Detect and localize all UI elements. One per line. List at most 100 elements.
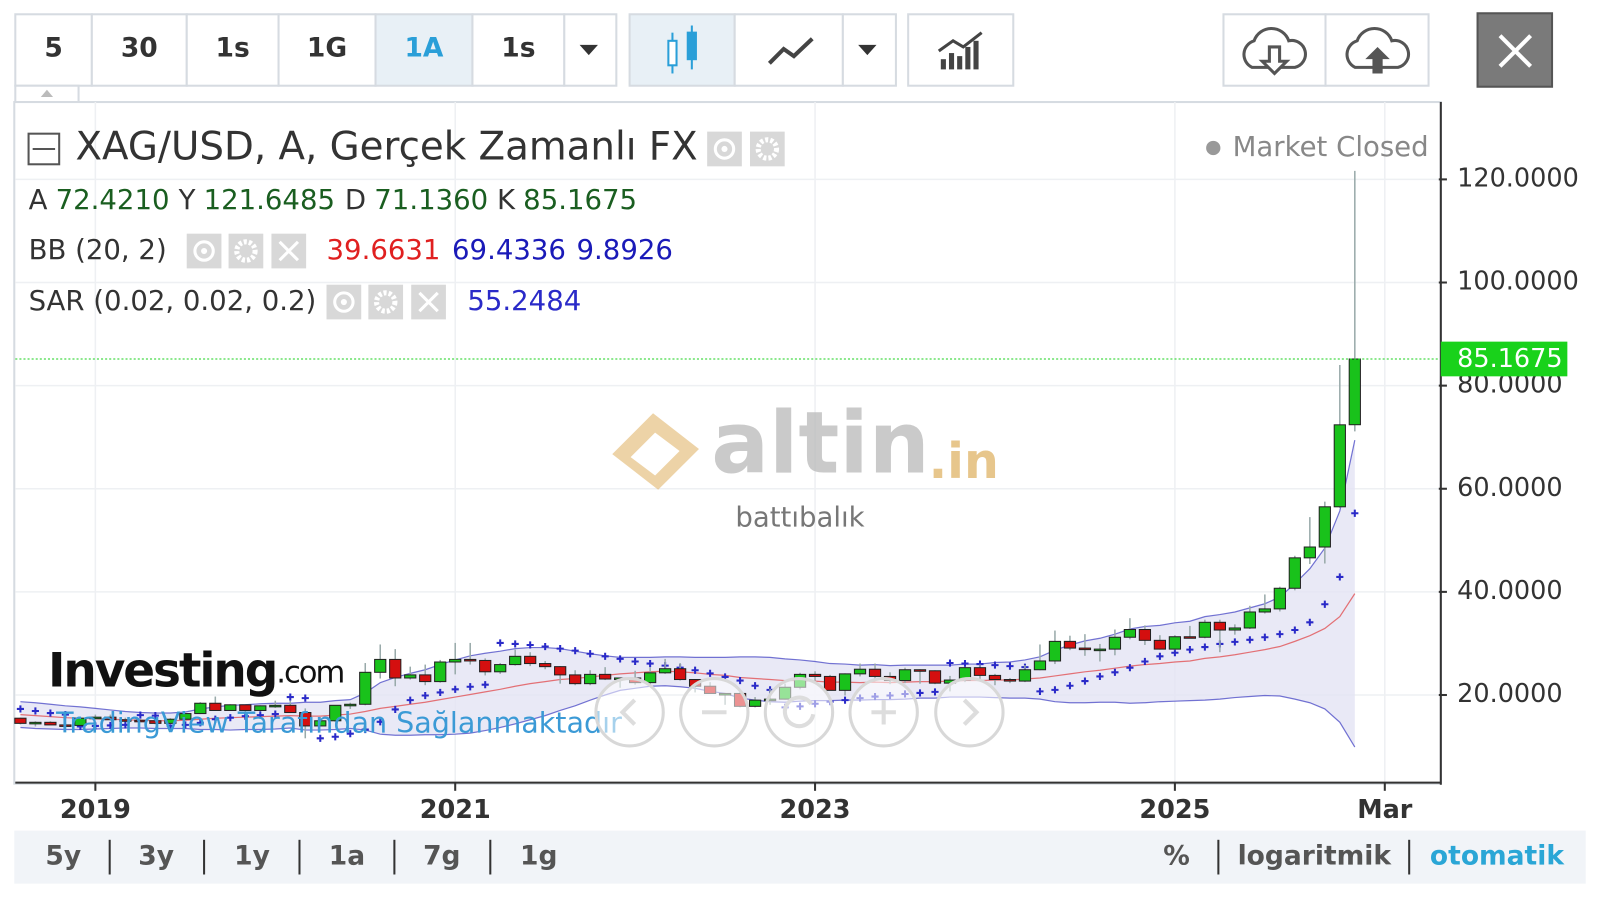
eye-pupil xyxy=(201,247,208,255)
eye-icon xyxy=(193,240,215,262)
indicator-icon xyxy=(937,31,983,70)
toolbar: 5 30 1s 1G 1A 1s xyxy=(14,13,618,87)
scale-option[interactable]: logaritmik xyxy=(1238,841,1393,872)
gear-button[interactable] xyxy=(228,233,264,269)
candle-body xyxy=(359,671,372,705)
range-button[interactable]: 7g xyxy=(423,841,460,872)
sar-point xyxy=(526,641,534,649)
sar-point xyxy=(601,652,609,660)
candle-body xyxy=(299,712,312,727)
sar-point xyxy=(1036,687,1044,695)
investing-logo: Investing.com xyxy=(48,643,344,698)
sar-point xyxy=(1306,618,1314,626)
nav-icons xyxy=(619,695,980,729)
nav-right[interactable] xyxy=(934,677,1005,748)
interval-label: 1s xyxy=(216,32,250,63)
sar-point xyxy=(301,694,309,702)
nav-left[interactable] xyxy=(594,677,665,748)
sar-point xyxy=(241,712,249,720)
candle-body xyxy=(554,666,567,676)
sar-point xyxy=(481,681,489,689)
ohlc-letter: Y xyxy=(178,184,196,216)
candle-body xyxy=(524,655,537,665)
candle-body xyxy=(823,675,837,691)
candle-body xyxy=(898,669,912,682)
interval-button[interactable] xyxy=(14,13,93,87)
range-button[interactable]: 3y xyxy=(138,841,174,872)
candle-body xyxy=(239,704,252,711)
nav-buttons xyxy=(594,677,1005,748)
candle-body xyxy=(284,704,297,714)
sar-point xyxy=(181,721,189,729)
collapse-legend[interactable] xyxy=(27,132,61,166)
remove-icon xyxy=(278,240,300,262)
footer-bar xyxy=(14,830,1586,884)
sar-point xyxy=(991,661,999,669)
candle-body xyxy=(973,667,987,676)
upload-arrow xyxy=(1365,46,1390,74)
candle-body xyxy=(1078,647,1092,651)
candle-body xyxy=(853,668,867,675)
gear-icon xyxy=(373,290,398,314)
interval-button[interactable] xyxy=(277,13,377,87)
sar-point xyxy=(151,712,159,720)
candle-body xyxy=(44,721,57,726)
remove-icon xyxy=(418,291,439,313)
scale-option[interactable]: otomatik xyxy=(1430,841,1565,872)
scale-option[interactable]: % xyxy=(1163,841,1190,872)
interval-button[interactable] xyxy=(185,13,280,87)
candle-body xyxy=(449,658,462,663)
sar-point xyxy=(1291,626,1299,634)
candle-body xyxy=(1003,679,1017,682)
sar-point xyxy=(1261,633,1269,641)
indicator-button[interactable] xyxy=(907,13,1015,87)
interval-button[interactable] xyxy=(471,13,566,87)
candle-body xyxy=(194,702,207,715)
sar-point xyxy=(1126,664,1134,672)
sar-name: SAR (0.02, 0.02, 0.2) xyxy=(29,285,317,317)
interval-label: 5 xyxy=(44,32,62,63)
ohlc-item: K 85.1675 xyxy=(497,184,637,216)
sar-point xyxy=(466,683,474,691)
line-button[interactable] xyxy=(733,13,844,87)
x-tick-label: Mar xyxy=(1357,795,1413,825)
watermark-sub: battıbalık xyxy=(735,501,864,533)
interval-label: 30 xyxy=(121,32,158,63)
gear-button[interactable] xyxy=(750,131,785,167)
range-button[interactable]: 1y xyxy=(234,841,270,872)
sar-point xyxy=(211,715,219,723)
sar-point xyxy=(271,710,279,718)
download-arrow xyxy=(1258,45,1291,76)
sar-point xyxy=(1186,646,1194,654)
eye-icon xyxy=(333,291,355,313)
ohlc-item: Y 121.6485 xyxy=(178,184,335,216)
candle-body xyxy=(1048,640,1062,662)
interval-button[interactable] xyxy=(374,13,474,87)
sar-point xyxy=(1111,668,1119,676)
range-button[interactable]: 5y xyxy=(45,841,81,872)
interval-label: 1s xyxy=(501,32,535,63)
gear-icon xyxy=(755,137,780,161)
sar-point xyxy=(106,721,114,729)
range-button[interactable]: 1g xyxy=(520,841,557,872)
gear-button[interactable] xyxy=(368,284,404,320)
sar-point xyxy=(1276,630,1284,638)
range-button[interactable]: 1a xyxy=(329,841,365,872)
nav-reset[interactable] xyxy=(763,677,835,748)
candle-body xyxy=(1123,629,1137,638)
sar-point xyxy=(421,691,429,700)
candle-body xyxy=(1018,669,1032,682)
interval-button[interactable] xyxy=(90,13,188,87)
candle-button[interactable] xyxy=(628,13,736,87)
bb-lower xyxy=(20,685,1356,748)
watermark-logo xyxy=(612,413,699,490)
candle-body xyxy=(269,704,282,708)
candle-body xyxy=(74,717,87,726)
candle-body xyxy=(539,663,552,668)
interval-label: 1G xyxy=(307,32,347,63)
candle-body xyxy=(494,664,507,673)
sar-point xyxy=(1096,672,1104,681)
ohlc-item: D 71.1360 xyxy=(345,184,488,216)
